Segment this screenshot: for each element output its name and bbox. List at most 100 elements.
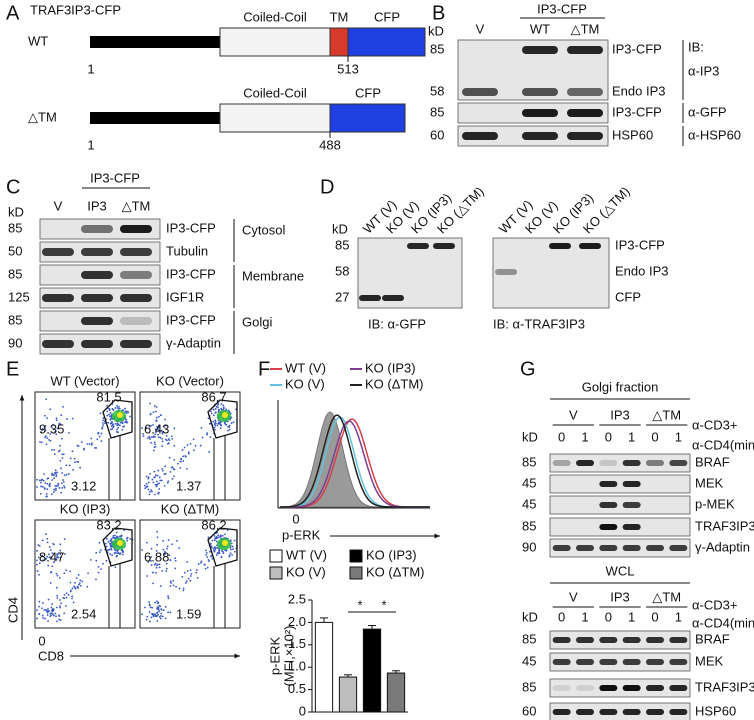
- event-dot: [160, 479, 163, 482]
- event-dot: [116, 404, 119, 407]
- event-dot: [162, 548, 165, 551]
- section-title: WCL: [606, 563, 635, 578]
- event-dot: [112, 423, 115, 426]
- band: [42, 294, 74, 302]
- event-dot: [53, 453, 56, 456]
- event-dot: [114, 407, 117, 409]
- band: [622, 545, 641, 551]
- time-label: 1: [581, 609, 588, 624]
- event-dot: [157, 436, 160, 439]
- lane-label: V: [476, 21, 485, 36]
- event-dot: [217, 536, 220, 539]
- event-dot: [150, 556, 152, 558]
- event-dot: [164, 617, 167, 620]
- event-dot: [59, 605, 61, 607]
- event-dot: [111, 428, 114, 430]
- event-dot: [165, 434, 168, 437]
- event-dot: [155, 410, 157, 413]
- band: [552, 709, 571, 715]
- event-dot: [145, 426, 147, 429]
- band: [552, 659, 571, 665]
- event-dot: [115, 431, 118, 433]
- event-dot: [52, 608, 54, 610]
- kd-marker: 85: [430, 41, 444, 56]
- event-dot: [232, 548, 234, 550]
- event-dot: [190, 572, 193, 575]
- event-dot: [56, 555, 59, 558]
- time-label: 0: [558, 609, 565, 624]
- event-dot: [151, 478, 154, 481]
- cfp-tag: [329, 103, 406, 133]
- blot: [549, 474, 691, 494]
- treatment-label: α-CD4(min): [692, 615, 754, 630]
- event-dot: [108, 409, 111, 412]
- event-dot: [194, 444, 197, 447]
- event-dot: [181, 575, 184, 578]
- event-dot: [228, 424, 231, 427]
- band: [669, 460, 688, 466]
- event-dot: [156, 484, 158, 486]
- event-dot: [156, 614, 158, 617]
- event-dot: [111, 554, 113, 557]
- event-dot: [107, 540, 110, 543]
- gate-percent: 81.5: [96, 389, 121, 404]
- event-dot: [49, 549, 52, 551]
- band: [567, 88, 603, 96]
- kd-label: kD: [332, 221, 348, 236]
- event-dot: [100, 440, 103, 442]
- event-dot: [48, 556, 51, 559]
- event-dot: [129, 537, 132, 540]
- band: [576, 637, 594, 643]
- band: [646, 685, 664, 691]
- event-dot: [81, 580, 84, 583]
- band-label: γ-Adaptin: [166, 335, 221, 350]
- band-label: IP3-CFP: [166, 266, 216, 281]
- event-dot: [52, 561, 55, 564]
- event-dot: [58, 576, 61, 579]
- event-dot: [174, 557, 177, 560]
- event-dot: [152, 481, 155, 484]
- event-dot: [77, 574, 80, 576]
- band: [576, 460, 594, 466]
- event-dot: [167, 480, 170, 483]
- plot-title: KO (Vector): [156, 373, 224, 388]
- event-dot: [149, 413, 152, 416]
- event-dot: [217, 402, 220, 405]
- event-dot: [167, 442, 170, 444]
- axis-title: CD8: [38, 648, 64, 663]
- event-dot: [71, 597, 73, 600]
- event-dot: [104, 422, 106, 425]
- event-dot: [116, 550, 119, 552]
- event-dot: [149, 606, 152, 609]
- event-dot: [43, 488, 46, 490]
- event-dot: [80, 441, 83, 443]
- event-dot: [90, 437, 93, 440]
- event-dot: [106, 404, 108, 407]
- band: [576, 659, 594, 665]
- event-dot: [69, 457, 72, 460]
- event-dot: [43, 473, 45, 475]
- axis-origin: 0: [38, 633, 45, 648]
- band: [120, 340, 152, 348]
- event-dot: [144, 487, 147, 490]
- event-dot: [73, 457, 76, 460]
- event-dot: [41, 478, 44, 481]
- event-dot: [157, 492, 160, 495]
- band: [81, 248, 113, 256]
- legend-label: WT (V): [286, 547, 327, 562]
- event-dot: [210, 555, 212, 558]
- event-dot: [204, 567, 207, 570]
- band: [622, 524, 641, 530]
- event-dot: [171, 543, 174, 546]
- event-dot: [167, 597, 170, 600]
- event-dot: [44, 424, 47, 427]
- event-dot: [156, 536, 159, 539]
- event-dot: [206, 433, 208, 436]
- event-dot: [95, 551, 98, 554]
- event-dot: [86, 585, 89, 588]
- event-dot: [141, 427, 143, 430]
- event-dot: [60, 467, 62, 470]
- event-dot: [156, 606, 159, 609]
- event-dot: [148, 603, 151, 606]
- event-dot: [222, 552, 225, 555]
